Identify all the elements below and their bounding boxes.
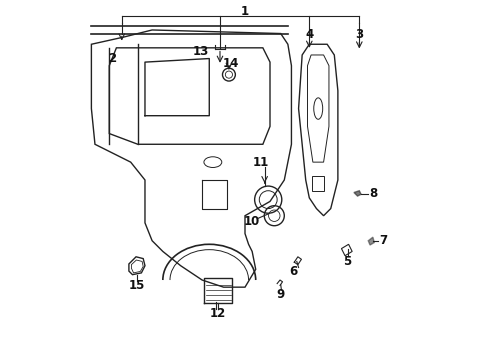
Text: 15: 15 — [128, 279, 145, 292]
Polygon shape — [368, 237, 374, 245]
Text: 5: 5 — [343, 255, 352, 268]
Polygon shape — [354, 191, 361, 196]
Text: 7: 7 — [379, 234, 387, 247]
Text: 1: 1 — [241, 5, 249, 18]
Text: 6: 6 — [290, 265, 298, 278]
Text: 4: 4 — [305, 28, 314, 41]
Text: 12: 12 — [210, 307, 226, 320]
Text: 8: 8 — [369, 187, 377, 200]
Text: 11: 11 — [253, 156, 269, 169]
Text: 13: 13 — [193, 45, 209, 58]
Text: 2: 2 — [108, 52, 116, 65]
Text: 9: 9 — [276, 288, 285, 301]
Text: 10: 10 — [244, 215, 260, 228]
Text: 14: 14 — [222, 57, 239, 71]
Text: 3: 3 — [355, 28, 364, 41]
